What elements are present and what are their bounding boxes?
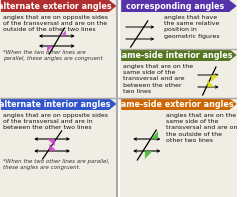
Polygon shape — [47, 46, 53, 52]
Polygon shape — [121, 49, 237, 61]
Polygon shape — [47, 139, 55, 146]
Text: angles that are on opposite sides
of the transversal and are in
between the othe: angles that are on opposite sides of the… — [3, 113, 108, 130]
Polygon shape — [145, 151, 152, 159]
Text: same-side interior angles: same-side interior angles — [118, 50, 233, 59]
Text: angles that are on opposite sides
of the transversal and are on the
outside of t: angles that are on opposite sides of the… — [3, 15, 108, 32]
Text: angles that are on the
same side of the
transversal and are
between the other
tw: angles that are on the same side of the … — [123, 64, 193, 94]
Polygon shape — [211, 75, 218, 82]
Bar — [0, 0, 116, 197]
Polygon shape — [150, 131, 158, 139]
Polygon shape — [1, 0, 116, 12]
Polygon shape — [121, 98, 237, 110]
Polygon shape — [1, 98, 116, 110]
Bar — [120, 0, 237, 197]
Text: corresponding angles: corresponding angles — [126, 2, 224, 10]
Polygon shape — [208, 80, 214, 87]
Text: alternate interior angles: alternate interior angles — [0, 99, 111, 109]
Text: angles that are on the
same side of the
transversal and are on
the outside of th: angles that are on the same side of the … — [166, 113, 237, 143]
Polygon shape — [49, 144, 57, 151]
Text: angles that have
the same relative
position in
geometric figures: angles that have the same relative posit… — [164, 15, 220, 39]
Text: *When the two other lines are parallel,
these angles are congruent.: *When the two other lines are parallel, … — [3, 159, 110, 170]
Text: alternate exterior angles: alternate exterior angles — [0, 2, 112, 10]
Text: same-side exterior angles: same-side exterior angles — [116, 99, 234, 109]
Polygon shape — [121, 0, 237, 12]
Polygon shape — [60, 30, 66, 36]
Text: *When the two other lines are
parallel, these angles are congruent: *When the two other lines are parallel, … — [3, 50, 102, 61]
